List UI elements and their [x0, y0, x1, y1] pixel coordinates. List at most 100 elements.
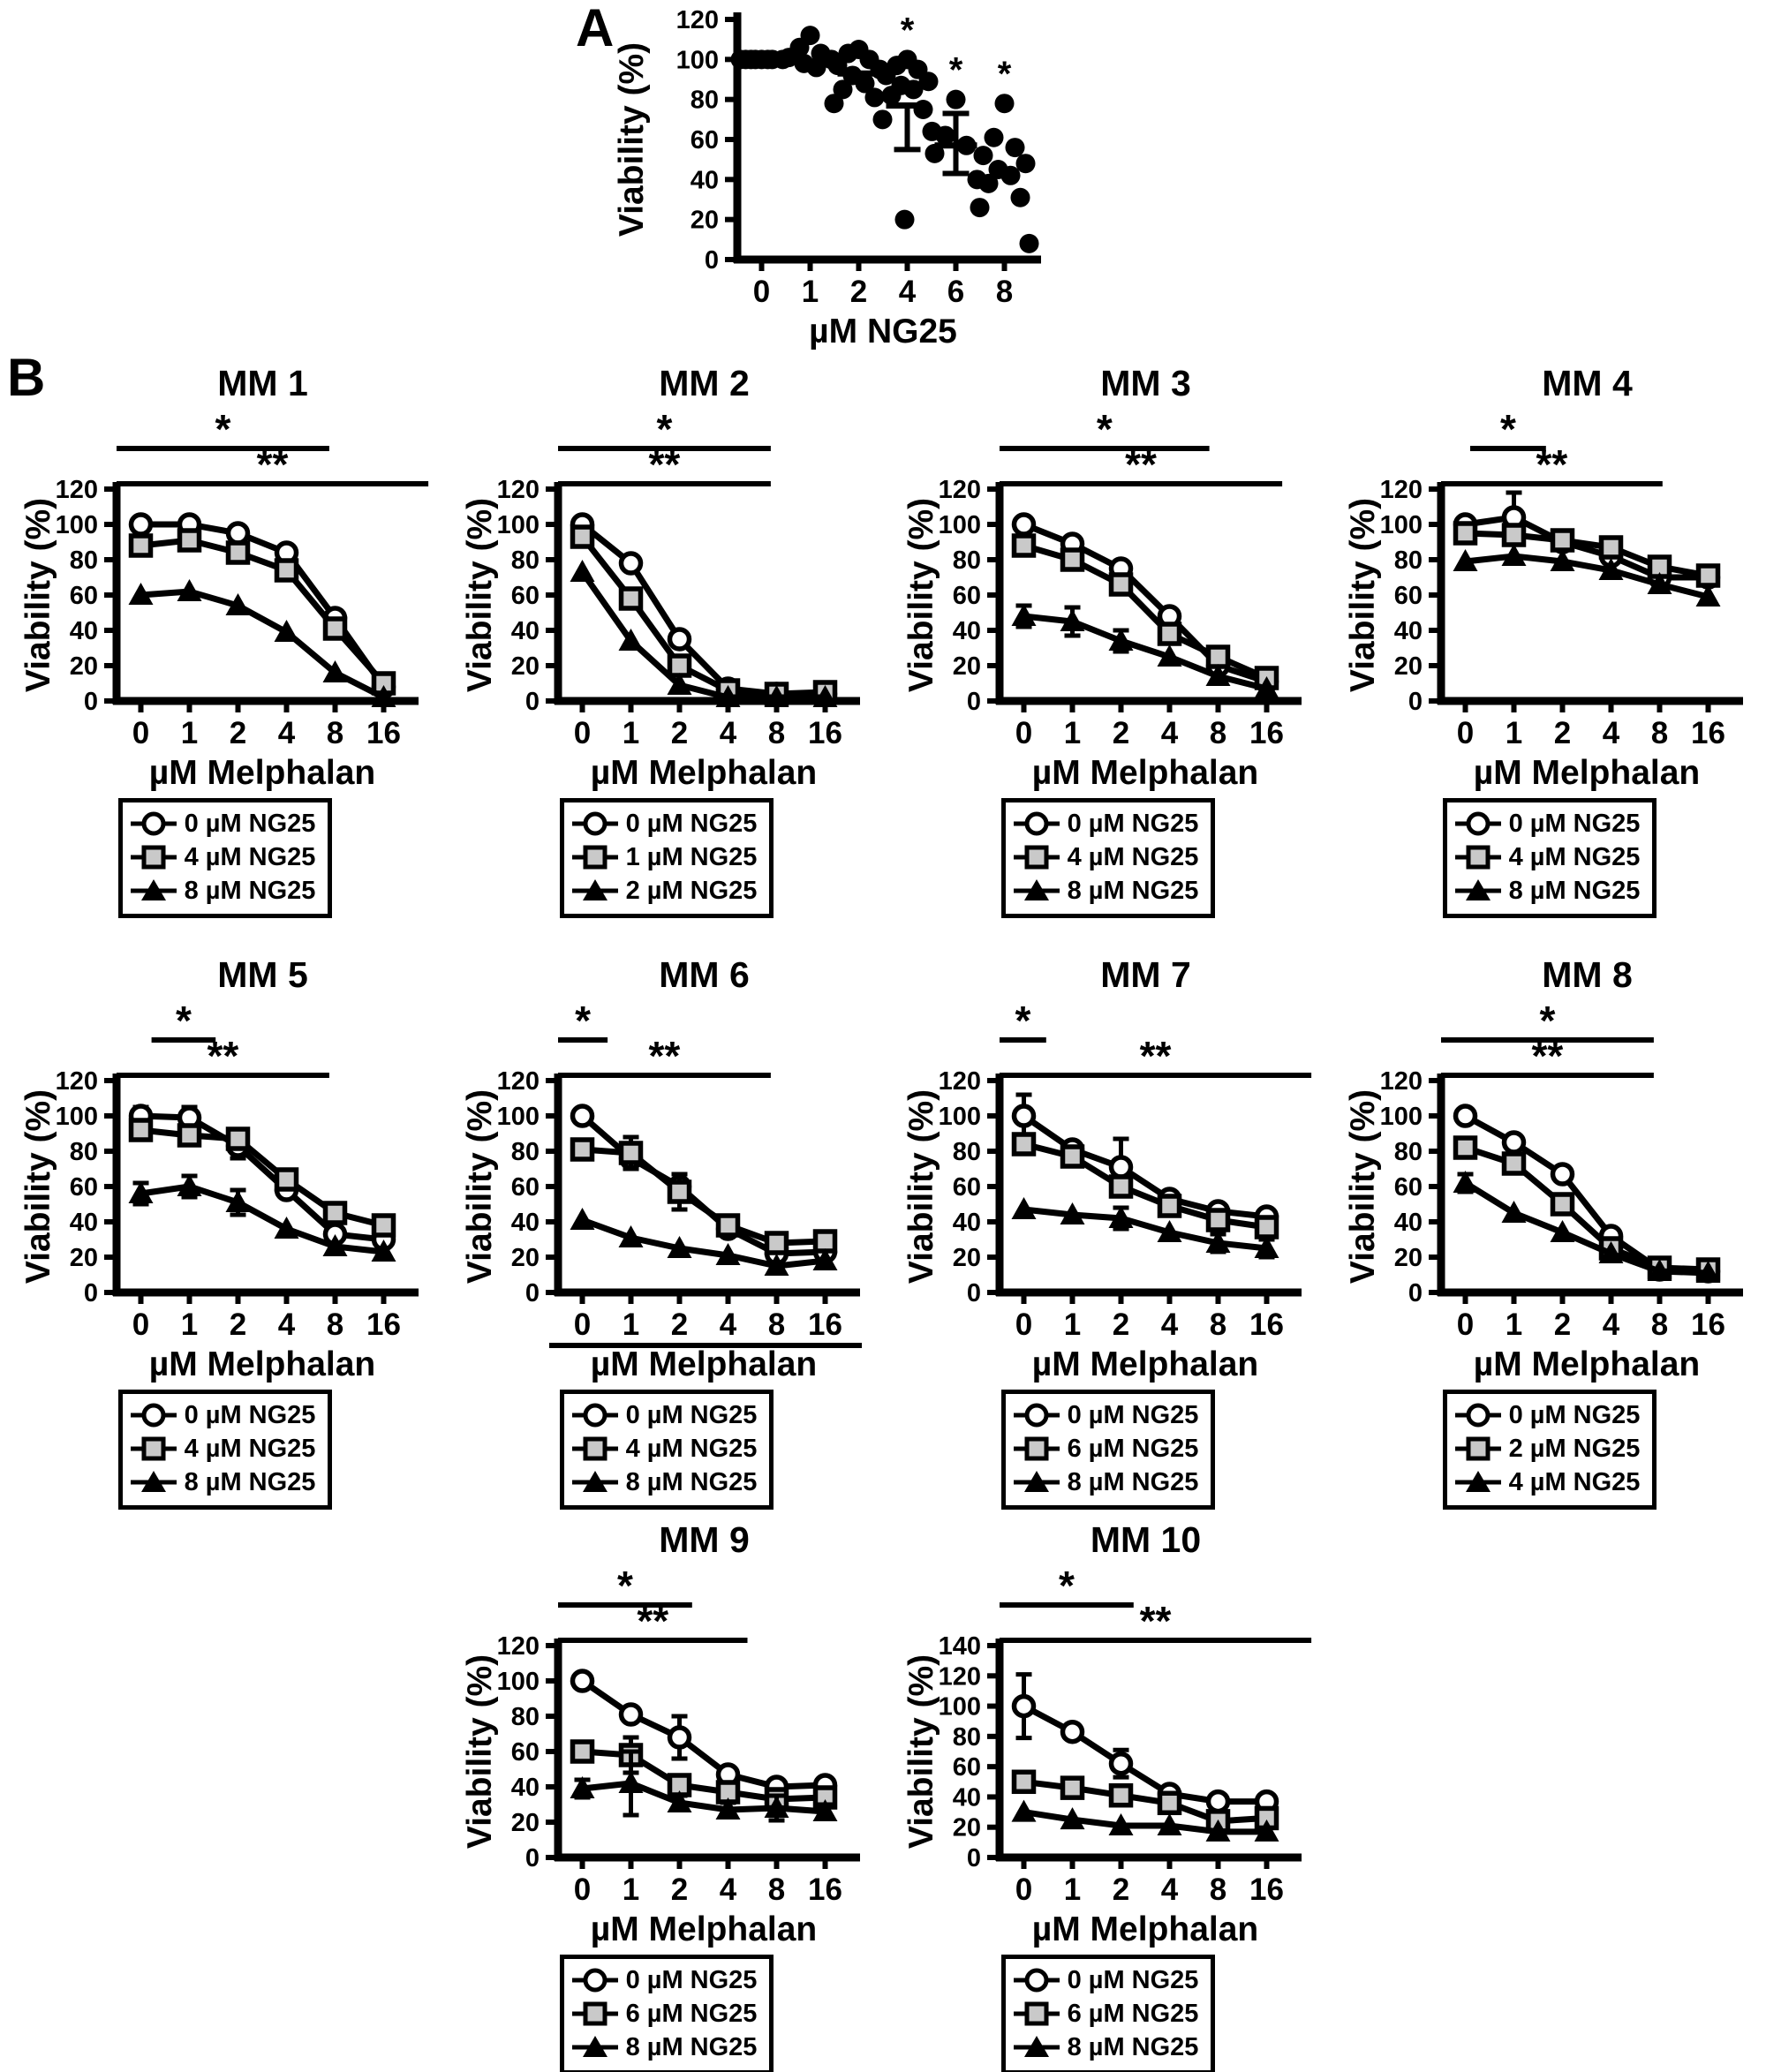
- chart-title: MM 7: [1100, 954, 1191, 995]
- legend-item: 0 µM NG25: [571, 1963, 757, 1997]
- legend-item: 6 µM NG25: [1013, 1997, 1198, 2031]
- legend-item: 2 µM NG25: [571, 874, 757, 908]
- svg-text:4: 4: [720, 1872, 737, 1907]
- svg-text:40: 40: [1394, 1209, 1423, 1237]
- legend-label: 2 µM NG25: [1508, 1434, 1641, 1463]
- chart-title: MM 8: [1542, 954, 1633, 995]
- chart-mm3: MM 3 * ** 0 20 40 60 80 100 120 0 1 2 4 8 16 µM Melphal…: [896, 364, 1320, 918]
- circle-marker-icon: [130, 1403, 177, 1428]
- legend-label: 4 µM NG25: [1067, 842, 1199, 871]
- svg-text:2: 2: [671, 1872, 688, 1907]
- svg-text:40: 40: [511, 1774, 540, 1802]
- circle-marker-icon: [571, 811, 618, 836]
- chart-legend: 0 µM NG25 1 µM NG25 2 µM NG25: [559, 798, 774, 918]
- series-4-µm-ng25: [1011, 533, 1279, 690]
- svg-text:100: 100: [939, 1103, 981, 1131]
- svg-text:140: 140: [939, 1632, 981, 1661]
- chart-mm6: MM 6 * ** 0 20 40 60 80 100 120 0 1 2 4 8 16 µM Melphal…: [455, 955, 879, 1510]
- svg-text:Viability (%): Viability (%): [461, 498, 499, 692]
- svg-text:µM Melphalan: µM Melphalan: [1032, 754, 1259, 791]
- chart-legend: 0 µM NG25 6 µM NG25 8 µM NG25: [1000, 1955, 1216, 2072]
- series-8-µm-ng25: [1011, 1799, 1279, 1842]
- scatter-points: * * *: [730, 11, 1039, 253]
- legend-item: 0 µM NG25: [1013, 1963, 1199, 1997]
- legend-label: 4 µM NG25: [184, 1434, 316, 1463]
- svg-text:Viability (%): Viability (%): [19, 498, 57, 692]
- svg-text:0: 0: [1457, 1307, 1474, 1342]
- svg-text:0: 0: [84, 1279, 98, 1307]
- legend-item: 8 µM NG25: [1454, 874, 1640, 908]
- svg-text:0: 0: [132, 716, 149, 750]
- significance-bars: ***: [1000, 1563, 1312, 1644]
- series-0-µm-ng25: [128, 1104, 396, 1252]
- square-marker-icon: [130, 1436, 177, 1461]
- legend-item: 6 µM NG25: [1013, 1432, 1198, 1465]
- svg-text:2: 2: [1554, 716, 1571, 750]
- circle-marker-icon: [1013, 1403, 1060, 1428]
- svg-text:*: *: [215, 406, 230, 452]
- circle-marker-icon: [571, 1403, 618, 1428]
- chart-legend: 0 µM NG25 2 µM NG25 4 µM NG25: [1442, 1390, 1657, 1510]
- svg-text:100: 100: [939, 1693, 981, 1722]
- svg-text:0: 0: [1015, 1307, 1032, 1342]
- svg-text:µM Melphalan: µM Melphalan: [1032, 1910, 1259, 1948]
- svg-text:100: 100: [56, 1103, 98, 1131]
- svg-text:60: 60: [1394, 582, 1423, 610]
- chart-title: MM 5: [217, 954, 308, 995]
- legend-label: 0 µM NG25: [1067, 1965, 1199, 1994]
- svg-text:4: 4: [1603, 1307, 1620, 1342]
- circle-marker-icon: [1013, 1968, 1060, 1993]
- svg-text:80: 80: [1394, 1138, 1423, 1166]
- chart-title: MM 2: [659, 363, 750, 403]
- square-marker-icon: [1013, 1436, 1060, 1461]
- square-marker-icon: [571, 845, 618, 870]
- svg-text:**: **: [1140, 1033, 1172, 1079]
- legend-item: 0 µM NG25: [571, 1398, 757, 1432]
- series-0-µm-ng25: [1011, 1092, 1279, 1229]
- legend-label: 8 µM NG25: [184, 1467, 316, 1496]
- square-marker-icon: [1013, 845, 1060, 870]
- svg-text:8: 8: [768, 1307, 785, 1342]
- svg-text:100: 100: [497, 1103, 540, 1131]
- legend-item: 0 µM NG25: [1454, 1398, 1640, 1432]
- svg-text:*: *: [1015, 998, 1030, 1044]
- legend-label: 1 µM NG25: [625, 842, 758, 871]
- svg-text:80: 80: [511, 1703, 540, 1731]
- legend-label: 4 µM NG25: [1508, 1467, 1641, 1496]
- svg-text:4: 4: [899, 275, 917, 309]
- series-0-µm-ng25: [1011, 1672, 1279, 1814]
- triangle-marker-icon: [571, 2036, 618, 2057]
- svg-text:2: 2: [850, 275, 867, 309]
- svg-text:60: 60: [953, 1753, 981, 1782]
- legend-item: 2 µM NG25: [1454, 1432, 1641, 1465]
- svg-text:60: 60: [70, 1173, 98, 1202]
- legend-label: 8 µM NG25: [184, 876, 316, 905]
- svg-text:µM Melphalan: µM Melphalan: [1032, 1345, 1259, 1383]
- svg-text:1: 1: [623, 1872, 639, 1907]
- svg-text:40: 40: [511, 1209, 540, 1237]
- svg-text:120: 120: [1380, 476, 1423, 504]
- svg-text:120: 120: [497, 476, 540, 504]
- significance-bars: ***: [558, 1563, 748, 1644]
- svg-text:16: 16: [808, 1872, 842, 1907]
- svg-text:2: 2: [671, 716, 688, 750]
- svg-text:16: 16: [1249, 1307, 1284, 1342]
- svg-text:0: 0: [525, 1279, 540, 1307]
- legend-item: 0 µM NG25: [130, 807, 315, 840]
- significance-bars: ***: [117, 998, 329, 1079]
- legend-label: 0 µM NG25: [1508, 809, 1641, 838]
- legend-label: 8 µM NG25: [1067, 876, 1199, 905]
- svg-text:8: 8: [996, 275, 1013, 309]
- svg-text:40: 40: [691, 166, 719, 194]
- chart-legend: 0 µM NG25 6 µM NG25 8 µM NG25: [1000, 1390, 1216, 1510]
- legend-item: 8 µM NG25: [1013, 2031, 1198, 2064]
- svg-text:1: 1: [1064, 1872, 1081, 1907]
- svg-text:100: 100: [1380, 1103, 1423, 1131]
